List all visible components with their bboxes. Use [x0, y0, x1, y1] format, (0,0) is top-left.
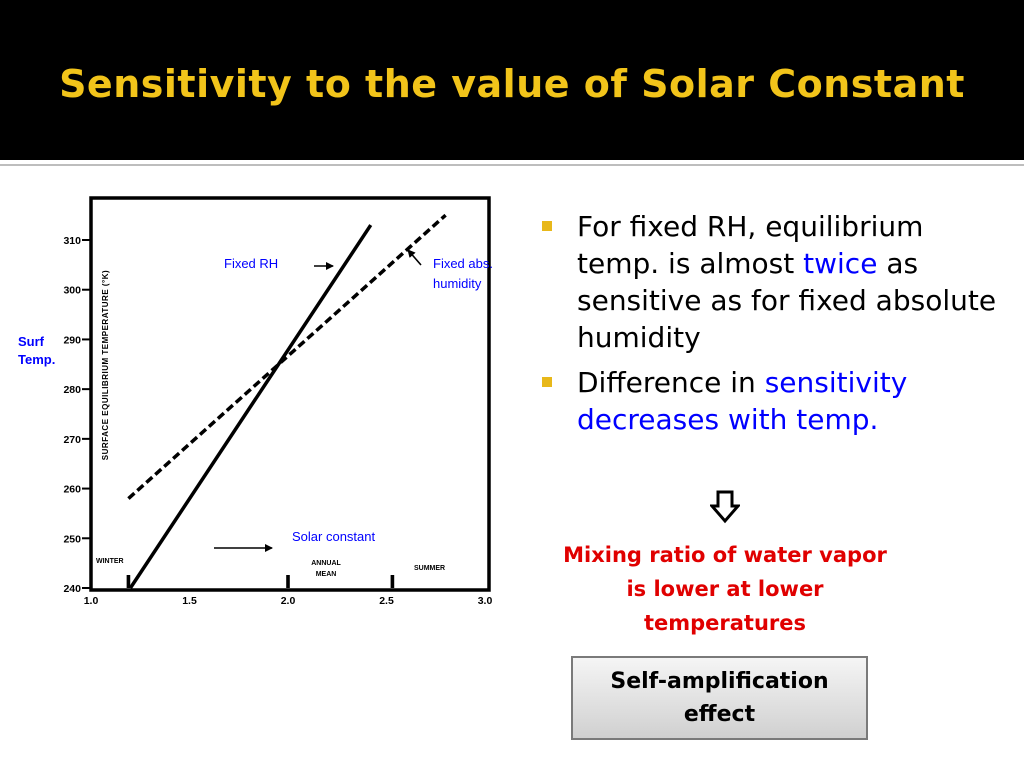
x-tick-label: 1.5 — [182, 595, 197, 607]
series-label-fixed-abs-humidity: Fixed abs. — [433, 256, 493, 271]
y-tick-label: 310 — [63, 235, 81, 247]
season-marker-label: WINTER — [96, 558, 124, 565]
x-tick-label: 2.0 — [281, 595, 296, 607]
pointer-arrow — [407, 249, 422, 266]
x-tick-label: 3.0 — [478, 595, 493, 607]
series-label-fixed-abs-humidity: humidity — [433, 276, 482, 291]
y-tick-label: 290 — [63, 334, 81, 346]
bullet-text: Difference in — [577, 366, 765, 399]
self-amplification-box: Self-amplification effect — [571, 656, 868, 740]
bullet-highlight: sensitivity decreases with temp. — [577, 366, 908, 436]
down-arrow-icon — [710, 490, 740, 524]
bullet-list: For fixed RH, equilibrium temp. is almos… — [540, 208, 1010, 446]
series-label-fixed-rh: Fixed RH — [224, 256, 278, 271]
y-tick-label: 300 — [63, 285, 81, 297]
season-marker-label: MEAN — [316, 571, 337, 578]
bullet-item: Difference in sensitivity decreases with… — [540, 364, 1010, 438]
mixing-ratio-note: Mixing ratio of water vapor is lower at … — [563, 543, 887, 635]
y-axis-label: SURFACE EQUILIBRIUM TEMPERATURE (°K) — [101, 270, 110, 460]
y-tick-label: 280 — [63, 384, 81, 396]
y-tick-label: 270 — [63, 434, 81, 446]
season-marker-tick — [126, 575, 131, 588]
bullet-item: For fixed RH, equilibrium temp. is almos… — [540, 208, 1010, 356]
series-line-fixed-abs-humidity — [127, 213, 447, 500]
season-marker-tick — [286, 575, 290, 588]
y-tick-label: 240 — [63, 583, 81, 595]
series-line-fixed-rh — [128, 224, 373, 589]
self-amplification-label: Self-amplification effect — [610, 669, 829, 727]
solar-constant-chart: 240 250 260 270 280 290 300 310 1.0 1.5 2.0 2.5 3.0 S… — [18, 196, 493, 607]
bullet-square-icon — [542, 221, 552, 231]
x-tick-label: 2.5 — [379, 595, 394, 607]
season-marker-tick — [390, 575, 395, 588]
bullet-text: For fixed RH, equilibrium temp. is almos… — [577, 210, 924, 280]
title-bar — [0, 0, 1024, 160]
y-annotation-line: Surf — [18, 334, 45, 349]
title-divider — [0, 164, 1024, 166]
bullet-square-icon — [542, 377, 552, 387]
y-tick-label: 260 — [63, 484, 81, 496]
bullet-text: as sensitive as for fixed absolute humid… — [577, 247, 997, 354]
x-tick-label: 1.0 — [84, 595, 99, 607]
y-annotation-line: Temp. — [18, 352, 55, 367]
slide-title: Sensitivity to the value of Solar Consta… — [59, 62, 965, 106]
y-tick-label: 250 — [63, 533, 81, 545]
plot-frame — [89, 196, 491, 592]
season-marker-label: SUMMER — [414, 565, 445, 572]
x-axis-label: Solar constant — [292, 529, 375, 544]
bullet-highlight: twice — [803, 247, 878, 280]
season-marker-label: ANNUAL — [311, 560, 341, 567]
